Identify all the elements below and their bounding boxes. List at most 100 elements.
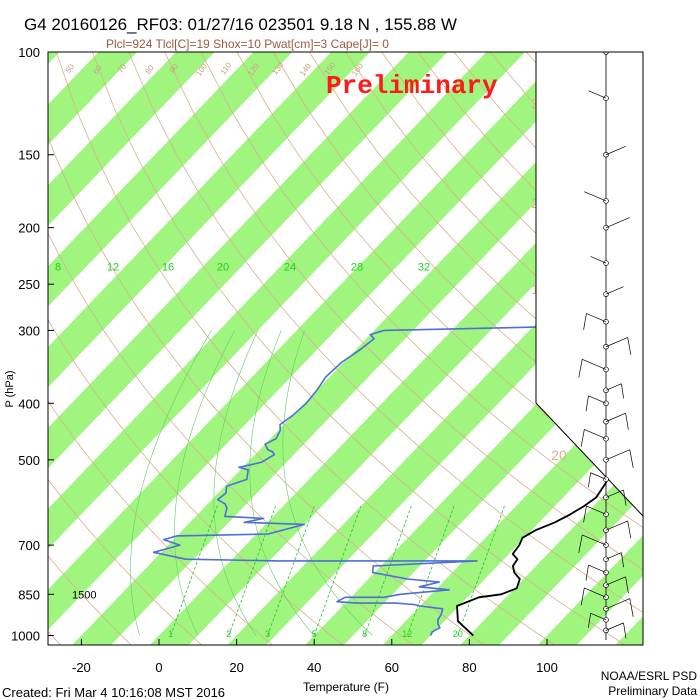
- wind-barb-flag: [588, 472, 591, 488]
- credit-line-1: NOAA/ESRL PSD: [601, 669, 698, 683]
- wind-barb-flag: [627, 337, 632, 355]
- isotherm-band: [0, 25, 8, 648]
- wind-barb: [605, 146, 626, 156]
- mixing-ratio-line: [228, 505, 276, 636]
- wind-level-marker: [603, 52, 609, 55]
- dry-adiabat-line: [48, 232, 415, 645]
- y-tick-label: 500: [18, 453, 40, 468]
- top-adiabat-label: 80: [143, 63, 156, 76]
- isotherm-band: [305, 292, 643, 645]
- isotherm-band: [48, 52, 370, 388]
- plot-frame: [47, 51, 644, 646]
- dry-adiabat-line: [634, 52, 643, 61]
- x-tick-label: -20: [72, 660, 91, 675]
- chart-title: G4 20160126_RF03: 01/27/16 023501 9.18 N…: [24, 15, 457, 34]
- wind-barb-flag: [627, 520, 632, 539]
- isotherm-band: [382, 373, 643, 645]
- wind-barb: [605, 489, 624, 498]
- dry-adiabat-line: [236, 52, 643, 487]
- x-tick-label: 100: [536, 660, 558, 675]
- wind-barb: [605, 383, 622, 391]
- wind-barb: [606, 52, 607, 53]
- wind-barb-flag: [583, 313, 587, 330]
- x-axis-label: Temperature (F): [303, 680, 389, 694]
- mixing-ratio-label: 32: [418, 262, 430, 274]
- wind-barb: [588, 564, 607, 573]
- dry-adiabat-line: [48, 400, 273, 645]
- y-tick-label: 100: [18, 45, 40, 60]
- y-tick-label: 850: [18, 587, 40, 602]
- wind-barb-flag: [621, 383, 624, 399]
- dry-adiabat-line: [92, 52, 627, 645]
- mixing-ratio-line: [313, 505, 362, 636]
- credit-line-2: Preliminary Data: [608, 684, 697, 698]
- dry-adiabat-line: [48, 555, 132, 645]
- wind-barb-flag: [625, 413, 629, 430]
- dry-adiabat-line: [48, 319, 344, 645]
- wind-barb: [590, 612, 607, 621]
- preliminary-watermark: Preliminary: [326, 71, 498, 101]
- y-axis-label: P (hPa): [4, 370, 16, 407]
- temperature-bands: [0, 25, 643, 648]
- isotherm-band: [48, 52, 215, 226]
- wind-column-mask: [536, 52, 643, 516]
- lower-mixing-label: 1: [168, 629, 173, 639]
- wind-barb-flag: [585, 564, 589, 581]
- isotherm-band: [615, 616, 643, 645]
- y-tick-label: 150: [18, 148, 40, 163]
- wind-barb: [605, 286, 624, 295]
- moist-adiabat-line: [130, 330, 212, 636]
- wind-barb-flag: [629, 449, 634, 468]
- lower-mixing-label: 8: [362, 629, 367, 639]
- isotherm-band: [48, 52, 60, 65]
- wind-barb-flag: [629, 598, 634, 617]
- wind-barb-flag: [623, 622, 627, 639]
- x-tick-label: 60: [385, 660, 399, 675]
- lower-mixing-label: 20: [453, 629, 463, 639]
- wind-barb-flag: [583, 505, 587, 523]
- x-tick-label: 0: [155, 660, 162, 675]
- wind-barb-flag: [588, 613, 591, 628]
- wind-barb: [586, 505, 607, 515]
- mixing-ratio-label: 20: [217, 262, 229, 274]
- wind-barb: [588, 395, 607, 404]
- created-stamp: Created: Fri Mar 4 10:16:08 MST 2016: [2, 685, 225, 700]
- mixing-ratio-label: 28: [351, 262, 363, 274]
- chart-subtitle: Plcl=924 Tlcl[C]=19 Shox=10 Pwat[cm]=3 C…: [106, 37, 389, 51]
- x-tick-label: 40: [307, 660, 321, 675]
- wind-column-divider: [535, 52, 643, 645]
- wind-barb: [584, 587, 607, 598]
- lower-mixing-label: 2: [226, 629, 231, 639]
- mixing-ratio-label: 12: [107, 262, 119, 274]
- mixing-ratio-line: [457, 505, 505, 636]
- isotherm-band: [48, 52, 448, 469]
- wind-barb: [582, 358, 607, 370]
- x-axis: -20 0 20 40 60 80 100: [72, 639, 558, 675]
- wind-barb: [605, 337, 628, 348]
- wind-barb: [605, 520, 628, 531]
- mixing-ratio-label: 8: [55, 262, 61, 274]
- isotherm-band: [48, 52, 603, 630]
- mixing-ratio-line: [267, 505, 315, 636]
- isotherm-band: [48, 52, 138, 145]
- isotherm-band: [48, 52, 526, 550]
- y-axis: 100 150 200 250 300 400 500 700 850 1000: [11, 45, 54, 644]
- mixing-ratio-line: [406, 505, 455, 636]
- moist-adiabat-line: [213, 330, 259, 636]
- dry-adiabat-line: [128, 52, 643, 613]
- height-label: 1500: [72, 589, 96, 601]
- wind-barb: [605, 552, 622, 560]
- y-tick-label: 700: [18, 538, 40, 553]
- wind-barb: [586, 313, 607, 323]
- lower-mixing-label: 5: [312, 629, 317, 639]
- y-tick-label: 1000: [11, 629, 40, 644]
- x-tick-label: 20: [229, 660, 243, 675]
- plot-area: 8121620242832123581220302010010205060708…: [0, 25, 643, 648]
- mixing-ratio-lines: [130, 330, 505, 636]
- wind-barb: [590, 256, 607, 264]
- dry-adiabats: [48, 52, 643, 645]
- wind-barb: [605, 622, 624, 631]
- wind-barb-flag: [623, 489, 627, 506]
- mixing-ratio-line: [364, 505, 412, 636]
- wind-barb: [588, 90, 607, 99]
